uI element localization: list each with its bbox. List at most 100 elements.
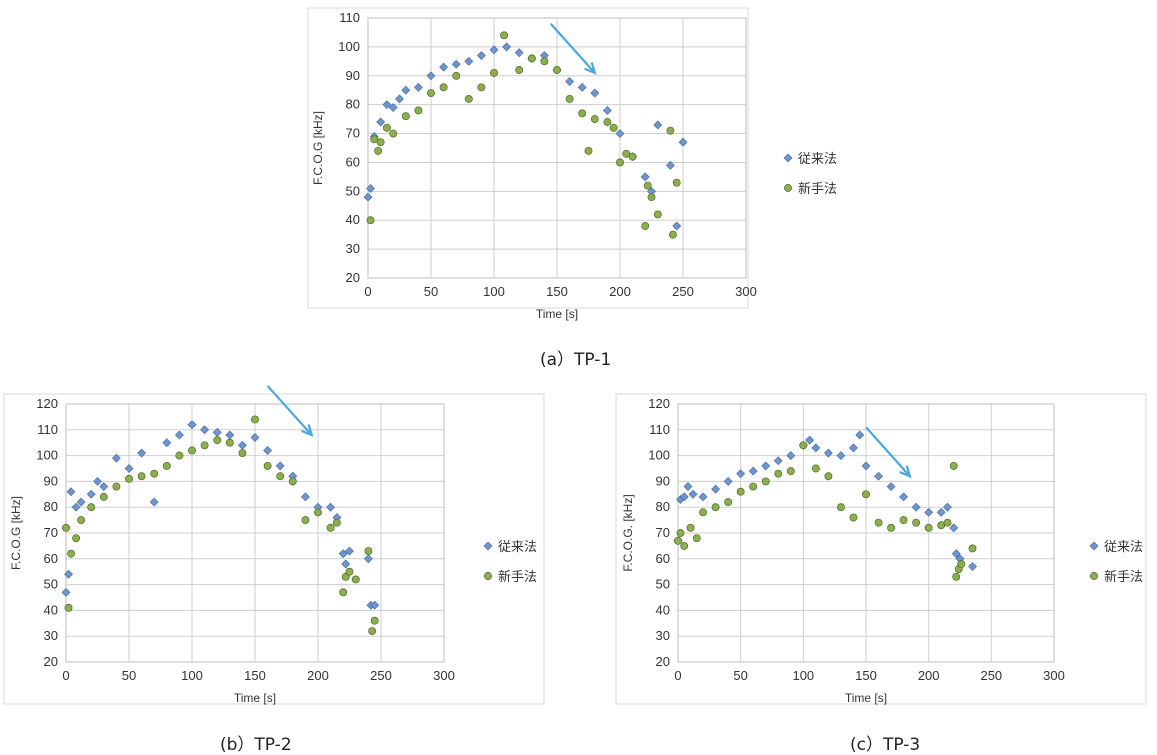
data-point-new (368, 627, 377, 635)
data-point-conventional (137, 448, 147, 458)
y-tick-label: 70 (346, 126, 360, 141)
data-point-conventional (836, 451, 846, 461)
legend-marker-new (1090, 572, 1098, 580)
data-point-conventional (911, 502, 921, 512)
caption-tp2: (b）TP-2 (220, 735, 292, 755)
x-axis-title: Time [s] (536, 307, 578, 321)
data-point-new (711, 503, 720, 512)
data-point-new (641, 222, 650, 230)
data-point-conventional (951, 549, 961, 559)
data-point-new (414, 106, 423, 115)
data-point-new (374, 146, 383, 155)
data-point-new (452, 71, 461, 80)
legend-label: 新手法 (1104, 569, 1143, 585)
data-point-new (276, 472, 285, 481)
data-point-new (686, 523, 695, 532)
chart-frame (307, 7, 749, 309)
data-point-new (314, 508, 322, 517)
x-tick-label: 50 (122, 668, 136, 683)
data-point-new (263, 461, 272, 470)
data-point-new (553, 66, 561, 74)
data-point-conventional (382, 100, 392, 110)
data-point-new (874, 518, 883, 527)
data-point-conventional (899, 492, 909, 502)
legend-label: 従来法 (498, 540, 537, 555)
data-point-new (887, 523, 896, 532)
trend-arrow-shaft (865, 426, 911, 477)
data-point-new (500, 31, 509, 40)
data-point-new (952, 572, 961, 581)
data-point-new (924, 523, 933, 532)
y-tick-label: 120 (648, 396, 670, 411)
x-tick-label: 100 (483, 284, 505, 299)
data-point-conventional (345, 546, 354, 556)
data-point-conventional (640, 172, 650, 182)
x-tick-label: 200 (307, 668, 329, 683)
data-point-conventional (679, 492, 689, 502)
x-tick-label: 250 (370, 668, 392, 683)
data-point-conventional (370, 600, 380, 610)
data-point-new (301, 516, 310, 525)
data-point-conventional (413, 82, 423, 92)
data-point-conventional (874, 471, 883, 481)
data-point-new (786, 467, 795, 476)
y-tick-label: 40 (44, 602, 58, 617)
y-tick-label: 40 (346, 212, 360, 227)
data-point-new (464, 94, 473, 103)
plot-area (65, 403, 445, 663)
chart-frame (3, 393, 545, 705)
data-point-new (370, 616, 379, 625)
data-point-conventional (187, 420, 197, 430)
data-point-conventional (924, 507, 934, 517)
data-point-conventional (653, 120, 663, 130)
x-tick-label: 50 (733, 668, 747, 683)
data-point-new (99, 492, 108, 501)
data-point-new (162, 461, 171, 470)
data-point-new (540, 57, 549, 66)
legend-marker-conventional (783, 153, 793, 163)
data-point-conventional (565, 77, 575, 86)
data-point-new (366, 216, 375, 225)
data-point-new (603, 118, 612, 126)
data-point-new (736, 487, 745, 496)
data-point-conventional (577, 82, 587, 92)
data-point-new (666, 126, 675, 135)
data-point-conventional (823, 448, 833, 458)
data-point-new (622, 149, 631, 158)
x-tick-label: 100 (181, 668, 203, 683)
y-tick-label: 110 (339, 10, 360, 25)
data-point-conventional (476, 51, 486, 60)
y-tick-label: 70 (656, 525, 670, 540)
data-point-conventional (855, 430, 865, 440)
data-point-new (628, 152, 637, 161)
data-point-new (699, 508, 708, 517)
data-point-conventional (861, 461, 871, 471)
data-point-conventional (174, 430, 184, 440)
legend-label: 従来法 (1104, 540, 1143, 555)
x-tick-label: 300 (433, 668, 455, 683)
data-point-new (527, 54, 536, 63)
data-point-new (692, 534, 701, 543)
y-tick-label: 20 (44, 654, 58, 669)
data-point-conventional (376, 117, 386, 127)
data-point-conventional (665, 160, 675, 170)
data-point-conventional (615, 129, 625, 138)
data-point-conventional (736, 469, 746, 479)
data-point-new (67, 549, 75, 558)
data-point-conventional (200, 425, 210, 435)
data-point-new (899, 516, 908, 525)
data-point-conventional (439, 62, 449, 72)
x-tick-label: 200 (609, 284, 631, 299)
data-point-new (643, 181, 652, 190)
x-tick-label: 150 (855, 668, 877, 683)
data-point-conventional (672, 221, 682, 231)
y-tick-label: 30 (656, 628, 670, 643)
data-point-conventional (250, 433, 260, 442)
y-tick-label: 50 (44, 577, 58, 592)
data-point-new (401, 112, 410, 121)
data-point-conventional (162, 438, 172, 448)
data-point-new (188, 446, 196, 455)
y-tick-label: 70 (44, 525, 58, 540)
data-point-conventional (805, 435, 815, 445)
data-point-new (339, 588, 348, 597)
